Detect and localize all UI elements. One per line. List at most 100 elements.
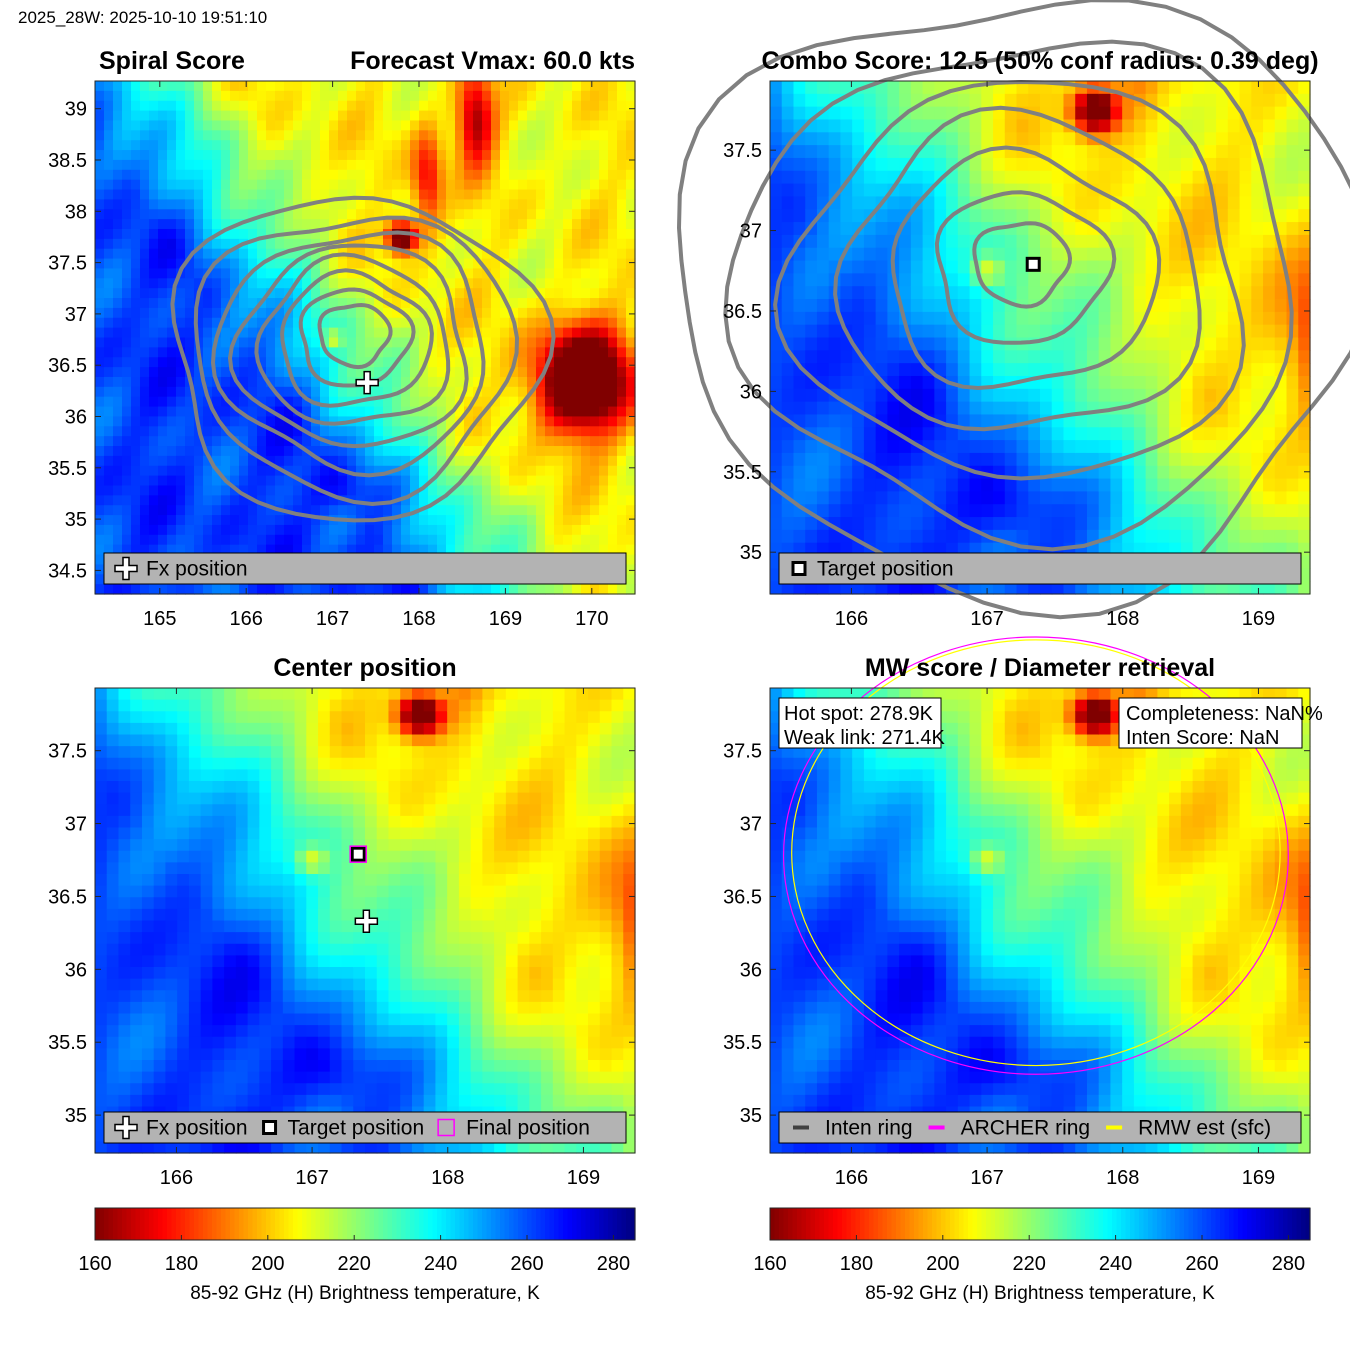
colorbar-cell [995,1208,1001,1240]
colorbar-cell [1206,1208,1212,1240]
colorbar-cell [171,1208,177,1240]
colorbar-cell [1202,1208,1208,1240]
info-right-line: Inten Score: NaN [1126,727,1279,749]
colorbar-cell [549,1208,555,1240]
y-tick-label: 35 [740,542,762,564]
colorbar-cell [801,1208,807,1240]
y-tick-label: 34.5 [48,560,87,582]
colorbar-cell [248,1208,254,1240]
colorbar-cell [774,1208,780,1240]
x-tick-label: 169 [567,1167,600,1189]
colorbar-cell [1049,1208,1055,1240]
x-tick-label: 166 [835,1167,868,1189]
colorbar-tick-label: 240 [1099,1253,1132,1275]
colorbar-cell [1184,1208,1190,1240]
colorbar-cell [1139,1208,1145,1240]
square-icon [791,561,807,576]
colorbar-cell [630,1208,636,1240]
colorbar-cell [1130,1208,1136,1240]
x-tick-label: 169 [1242,608,1275,630]
colorbar-cell [788,1208,794,1240]
panel-title: Center position [273,654,456,682]
colorbar-cell [221,1208,227,1240]
colorbar-cell [792,1208,798,1240]
x-tick-label: 168 [431,1167,464,1189]
colorbar-cell [783,1208,789,1240]
archer-ring [782,636,1289,1075]
colorbar-cell [1251,1208,1257,1240]
colorbar-cell [500,1208,506,1240]
colorbar-cell [626,1208,632,1240]
colorbar-tick-label: 200 [251,1253,284,1275]
colorbar-cell [797,1208,803,1240]
colorbar-cell [963,1208,969,1240]
colorbar-cell [941,1208,947,1240]
colorbar-cell [342,1208,348,1240]
colorbar-cell [1274,1208,1280,1240]
legend-box [103,1111,627,1144]
x-tick-label: 167 [295,1167,328,1189]
fx-position-marker [355,370,379,395]
colorbar-cell [99,1208,105,1240]
panel-title-right: Forecast Vmax: 60.0 kts [350,47,635,75]
colorbar-cell [932,1208,938,1240]
colorbar-cell [567,1208,573,1240]
colorbar-cell [396,1208,402,1240]
colorbar-cell [513,1208,519,1240]
colorbar-cell [1220,1208,1226,1240]
legend-fx-icon [114,556,138,581]
colorbar-cell [1148,1208,1154,1240]
plus-icon [355,370,379,395]
colorbar-cell [1071,1208,1077,1240]
y-tick-label: 36.5 [723,301,762,323]
colorbar-cell [486,1208,492,1240]
colorbar-cell [603,1208,609,1240]
colorbar-cell [315,1208,321,1240]
colorbar-cell [621,1208,627,1240]
colorbar-cell [338,1208,344,1240]
colorbar-cell [1103,1208,1109,1240]
y-tick-label: 35.5 [723,462,762,484]
y-tick-label: 37.5 [723,741,762,763]
info-left-line: Hot spot: 278.9K [784,703,934,725]
colorbar-tick-label: 220 [338,1253,371,1275]
square-icon [350,846,366,862]
y-tick-label: 37 [65,814,87,836]
colorbar-cell [1301,1208,1307,1240]
contours-spiral [170,195,556,523]
plus-icon [114,556,138,581]
colorbar-cell [1013,1208,1019,1240]
colorbar-cell [333,1208,339,1240]
colorbar-cell [972,1208,978,1240]
colorbar-cell [1229,1208,1235,1240]
legend-label: RMW est (sfc) [1138,1117,1271,1140]
colorbar-cell [225,1208,231,1240]
colorbar-cell [198,1208,204,1240]
legend-target-icon [791,561,807,576]
x-tick-label: 168 [402,608,435,630]
colorbar-cell [536,1208,542,1240]
colorbar-cell [1238,1208,1244,1240]
y-tick-label: 39 [65,99,87,121]
colorbar-cell [401,1208,407,1240]
colorbar-cell [356,1208,362,1240]
colorbar-cell [1107,1208,1113,1240]
contour-line [890,145,1162,391]
colorbar-cell [1170,1208,1176,1240]
colorbar-cell [558,1208,564,1240]
legend-label: ARCHER ring [961,1117,1091,1140]
colorbar-cell [405,1208,411,1240]
colorbar-cell [324,1208,330,1240]
colorbar-cell [1179,1208,1185,1240]
colorbar-cell [104,1208,110,1240]
colorbar-cell [1067,1208,1073,1240]
colorbar-cell [518,1208,524,1240]
colorbar-cell [806,1208,812,1240]
colorbar-cell [212,1208,218,1240]
colorbar-cell [869,1208,875,1240]
colorbar-cell [1022,1208,1028,1240]
colorbar-cell [1134,1208,1140,1240]
target-position-marker [350,846,366,862]
y-tick-label: 35.5 [723,1032,762,1054]
colorbar-cell [918,1208,924,1240]
